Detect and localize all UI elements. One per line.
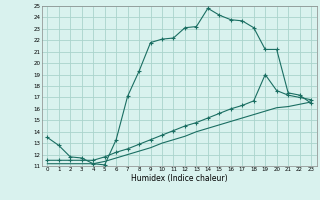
X-axis label: Humidex (Indice chaleur): Humidex (Indice chaleur) <box>131 174 228 183</box>
